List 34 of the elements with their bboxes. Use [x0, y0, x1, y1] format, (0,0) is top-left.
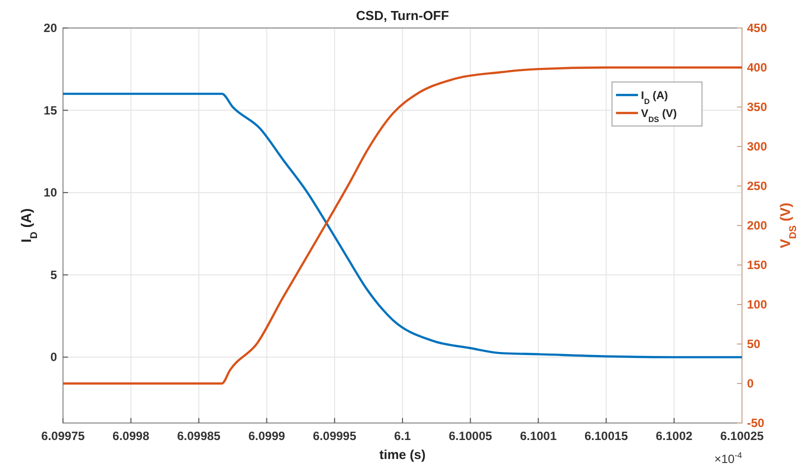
x-tick-label: 6.09975: [41, 429, 86, 443]
y2-tick-label: 100: [747, 298, 768, 312]
x-tick-label: 6.10025: [720, 429, 764, 443]
y-tick-label: 20: [44, 21, 58, 35]
line-series: [62, 92, 744, 358]
x-tick-label: 6.1001: [520, 429, 557, 443]
y-tick-label: 15: [44, 103, 58, 118]
y2-tick-label: -50: [747, 416, 765, 430]
y-tick-label: 10: [44, 186, 58, 200]
y2-tick-label: 0: [747, 376, 754, 390]
x-tick-label: 6.09995: [312, 429, 357, 443]
line-series: [62, 66, 744, 385]
x-tick-label: 6.1: [394, 429, 412, 443]
x-axis-title: time (s): [379, 447, 426, 462]
y2-tick-label: 350: [747, 100, 768, 114]
y-tick-label: 0: [50, 350, 58, 364]
legend-label: V$_{DS}$ (V): [641, 108, 678, 124]
y2-tick-label: 300: [747, 140, 768, 154]
x-tick-label: 6.0998: [112, 429, 150, 443]
y2-tick-label: 200: [747, 218, 768, 232]
x-tick-label: 6.09985: [177, 429, 221, 443]
x-tick-label: 6.10015: [584, 429, 628, 443]
y2-tick-label: 50: [747, 337, 761, 351]
x-tick-label: 6.10005: [448, 429, 492, 443]
y2-tick-label: 250: [747, 179, 768, 193]
y2-tick-label: 400: [747, 60, 768, 74]
text: ×10$^{-4}$: [714, 450, 742, 466]
chart-title: CSD, Turn-OFF: [356, 8, 450, 23]
x-tick-label: 6.1002: [656, 429, 693, 443]
x-tick-label: 6.0999: [248, 429, 286, 443]
y-tick-label: 5: [50, 268, 58, 282]
y2-tick-label: 150: [747, 258, 768, 272]
y2-tick-label: 450: [747, 21, 768, 35]
legend-label: I$_{D}$ (A): [641, 90, 668, 106]
